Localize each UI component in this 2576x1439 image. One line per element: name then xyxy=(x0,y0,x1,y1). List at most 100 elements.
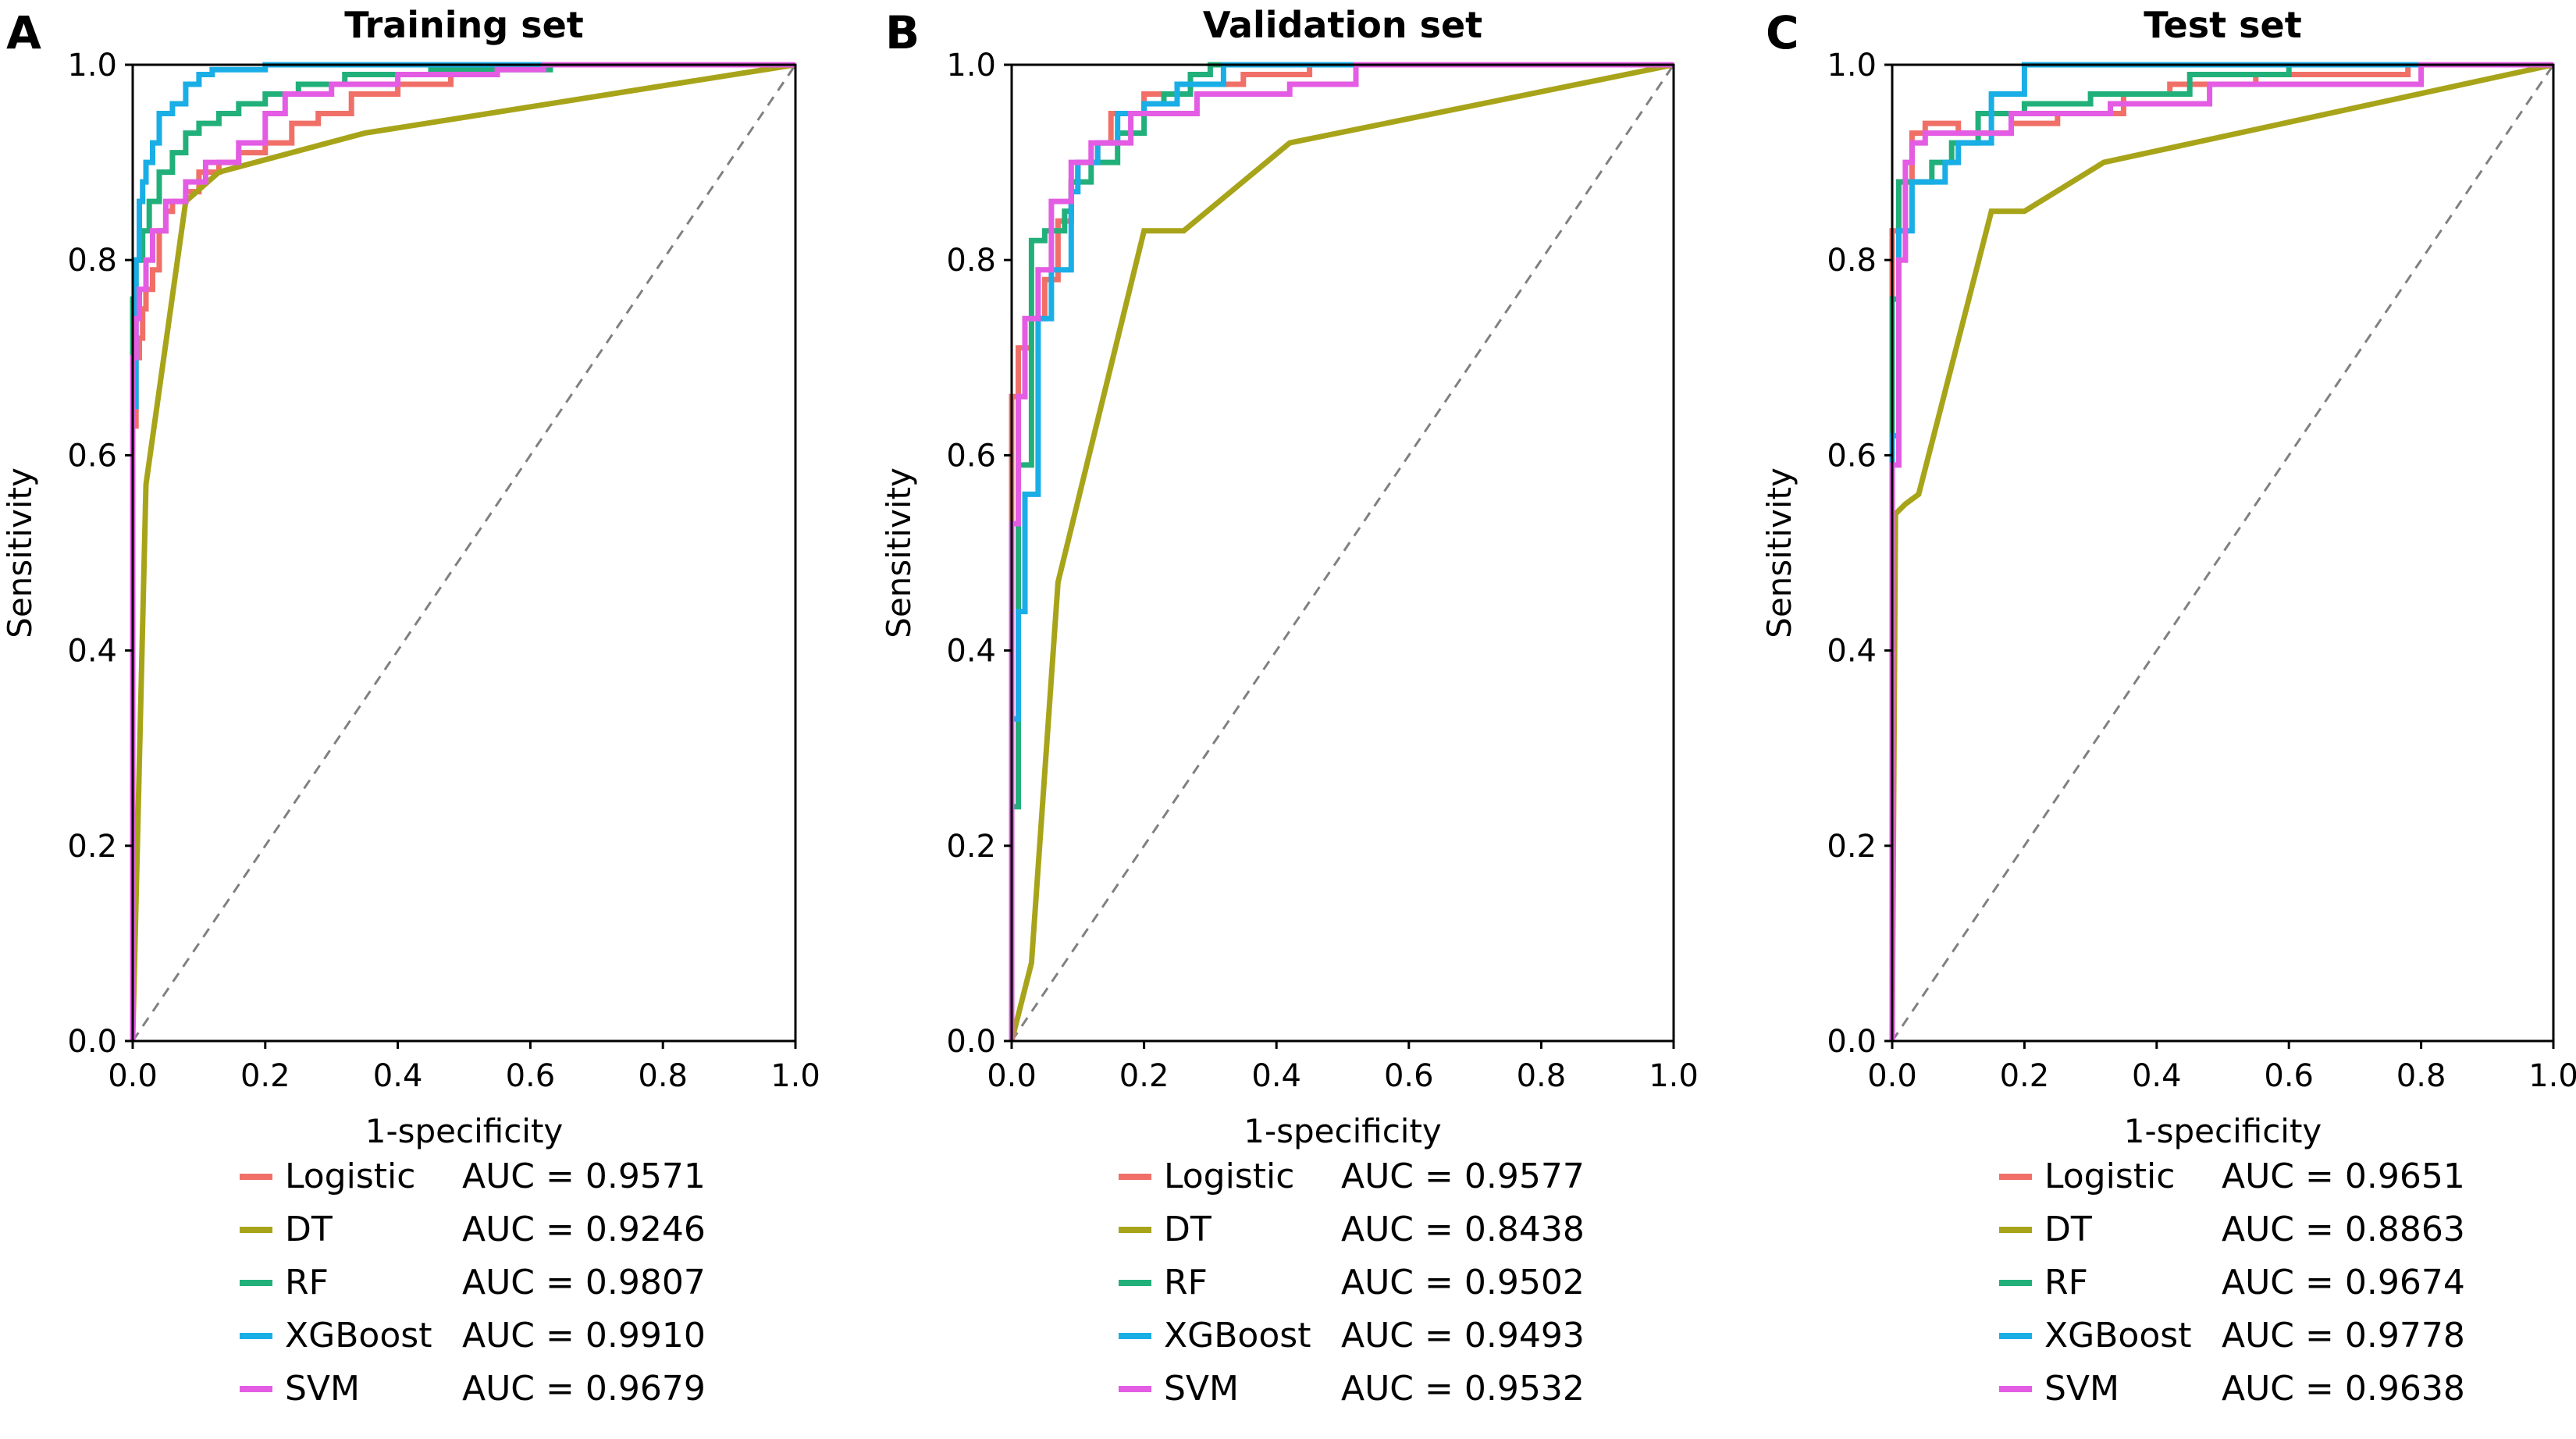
reference-diagonal xyxy=(1010,64,1675,1042)
x-tick-label: 0.6 xyxy=(1384,1058,1434,1094)
legend-label: XGBoost xyxy=(285,1316,432,1356)
y-tick-label: 0.6 xyxy=(1827,438,1877,474)
legend-auc: AUC = 0.9638 xyxy=(2222,1369,2465,1409)
roc-panel-b: B Validation set 0.0 0.2 0.4 0.6 0.8 1.0 0.0 0.2 0… xyxy=(880,4,1699,1409)
series-line-xgboost xyxy=(130,62,795,1041)
legend: Logistic AUC = 0.9651 DT AUC = 0.8863 RF AUC … xyxy=(1999,1157,2465,1409)
legend-label: Logistic xyxy=(2044,1157,2175,1196)
x-axis-label: 1-specificity xyxy=(2124,1112,2322,1150)
x-tick-label: 0.6 xyxy=(2264,1058,2314,1094)
x-tick-label: 1.0 xyxy=(2528,1058,2576,1094)
panel-letter: C xyxy=(1766,6,1799,59)
y-tick-label: 0.6 xyxy=(67,438,117,474)
legend-label: DT xyxy=(1164,1210,1212,1249)
y-tick-label: 0.0 xyxy=(67,1024,117,1060)
x-tick-label: 0.2 xyxy=(1119,1058,1169,1094)
legend-label: RF xyxy=(285,1263,329,1302)
panel-letter: B xyxy=(885,6,920,59)
series-line-svm xyxy=(1009,62,1674,1041)
legend-auc: AUC = 0.9246 xyxy=(462,1210,706,1249)
y-tick-label: 0.0 xyxy=(946,1024,996,1060)
x-tick-label: 0.2 xyxy=(2000,1058,2050,1094)
y-tick-label: 0.4 xyxy=(67,634,117,670)
legend-label: RF xyxy=(1164,1263,1208,1302)
y-tick-label: 0.0 xyxy=(1827,1024,1877,1060)
x-tick-label: 0.0 xyxy=(1867,1058,1917,1094)
legend-auc: AUC = 0.9778 xyxy=(2222,1316,2465,1356)
x-tick-label: 0.8 xyxy=(638,1058,688,1094)
roc-panel-c: C Test set 0.0 0.2 0.4 0.6 0.8 1.0 0.0 0.2 0.4 0.6 0… xyxy=(1760,4,2576,1409)
x-tick-label: 0.4 xyxy=(1251,1058,1301,1094)
x-tick-label: 0.2 xyxy=(240,1058,290,1094)
series-line-dt xyxy=(1889,62,2554,1042)
x-tick-label: 0.4 xyxy=(373,1058,423,1094)
legend-label: XGBoost xyxy=(1164,1316,1311,1356)
x-tick-label: 1.0 xyxy=(1649,1058,1699,1094)
y-tick-label: 0.8 xyxy=(1827,243,1877,279)
legend-label: SVM xyxy=(2044,1369,2119,1409)
y-axis-label: Sensitivity xyxy=(1,467,39,638)
legend-auc: AUC = 0.9493 xyxy=(1341,1316,1585,1356)
legend-auc: AUC = 0.8863 xyxy=(2222,1210,2465,1249)
y-tick-label: 0.2 xyxy=(67,829,117,865)
x-tick-label: 0.8 xyxy=(2396,1058,2446,1094)
x-tick-label: 0.6 xyxy=(506,1058,556,1094)
series-line-logistic xyxy=(1009,62,1674,1041)
x-tick-label: 0.8 xyxy=(1517,1058,1567,1094)
legend-auc: AUC = 0.9679 xyxy=(462,1369,706,1409)
y-tick-label: 0.6 xyxy=(946,438,996,474)
series-line-svm xyxy=(1889,62,2553,1041)
plot-frame xyxy=(131,63,797,1043)
y-axis-label: Sensitivity xyxy=(880,467,918,638)
x-tick-label: 1.0 xyxy=(770,1058,820,1094)
y-axis-label: Sensitivity xyxy=(1760,467,1799,638)
legend: Logistic AUC = 0.9577 DT AUC = 0.8438 RF AUC … xyxy=(1119,1157,1585,1409)
legend-label: DT xyxy=(2044,1210,2092,1249)
legend-label: Logistic xyxy=(285,1157,415,1196)
series-line-rf xyxy=(1889,62,2553,1041)
x-tick-label: 0.0 xyxy=(987,1058,1037,1094)
legend-label: RF xyxy=(2044,1263,2088,1302)
y-tick-label: 0.8 xyxy=(946,243,996,279)
y-tick-label: 0.2 xyxy=(946,829,996,865)
series-line-dt xyxy=(1009,62,1674,1042)
panel-title: Training set xyxy=(344,4,584,46)
legend-label: SVM xyxy=(285,1369,360,1409)
legend-auc: AUC = 0.9571 xyxy=(462,1157,706,1196)
x-tick-label: 0.4 xyxy=(2132,1058,2182,1094)
legend-auc: AUC = 0.9651 xyxy=(2222,1157,2465,1196)
panel-title: Test set xyxy=(2144,4,2301,46)
legend-auc: AUC = 0.9502 xyxy=(1341,1263,1585,1302)
series-line-rf xyxy=(1009,62,1674,1041)
x-tick-label: 0.0 xyxy=(108,1058,158,1094)
y-tick-label: 0.4 xyxy=(1827,634,1877,670)
legend-auc: AUC = 0.9910 xyxy=(462,1316,706,1356)
series-line-xgboost xyxy=(1009,62,1674,1041)
roc-panel-a: A Training set 0.0 0.2 0.4 0.6 0.8 1.0 0.0 0.2 0.4… xyxy=(1,4,820,1409)
legend-label: XGBoost xyxy=(2044,1316,2191,1356)
reference-diagonal xyxy=(131,64,797,1042)
legend-label: DT xyxy=(285,1210,333,1249)
series-line-dt xyxy=(130,62,796,1042)
legend-label: SVM xyxy=(1164,1369,1239,1409)
legend-auc: AUC = 0.9577 xyxy=(1341,1157,1585,1196)
y-tick-label: 1.0 xyxy=(1827,48,1877,83)
panel-letter: A xyxy=(6,6,41,59)
legend-auc: AUC = 0.9532 xyxy=(1341,1369,1585,1409)
panel-title: Validation set xyxy=(1203,4,1482,46)
series-line-logistic xyxy=(130,62,795,1041)
y-tick-label: 0.8 xyxy=(67,243,117,279)
legend-label: Logistic xyxy=(1164,1157,1294,1196)
y-tick-label: 0.4 xyxy=(946,634,996,670)
x-axis-label: 1-specificity xyxy=(1244,1112,1442,1150)
plot-frame xyxy=(1010,63,1675,1043)
y-tick-label: 1.0 xyxy=(946,48,996,83)
legend-auc: AUC = 0.8438 xyxy=(1341,1210,1585,1249)
y-tick-label: 1.0 xyxy=(67,48,117,83)
legend-auc: AUC = 0.9674 xyxy=(2222,1263,2465,1302)
legend: Logistic AUC = 0.9571 DT AUC = 0.9246 RF AUC … xyxy=(240,1157,706,1409)
x-axis-label: 1-specificity xyxy=(365,1112,564,1150)
plot-frame xyxy=(1891,63,2555,1043)
y-tick-label: 0.2 xyxy=(1827,829,1877,865)
